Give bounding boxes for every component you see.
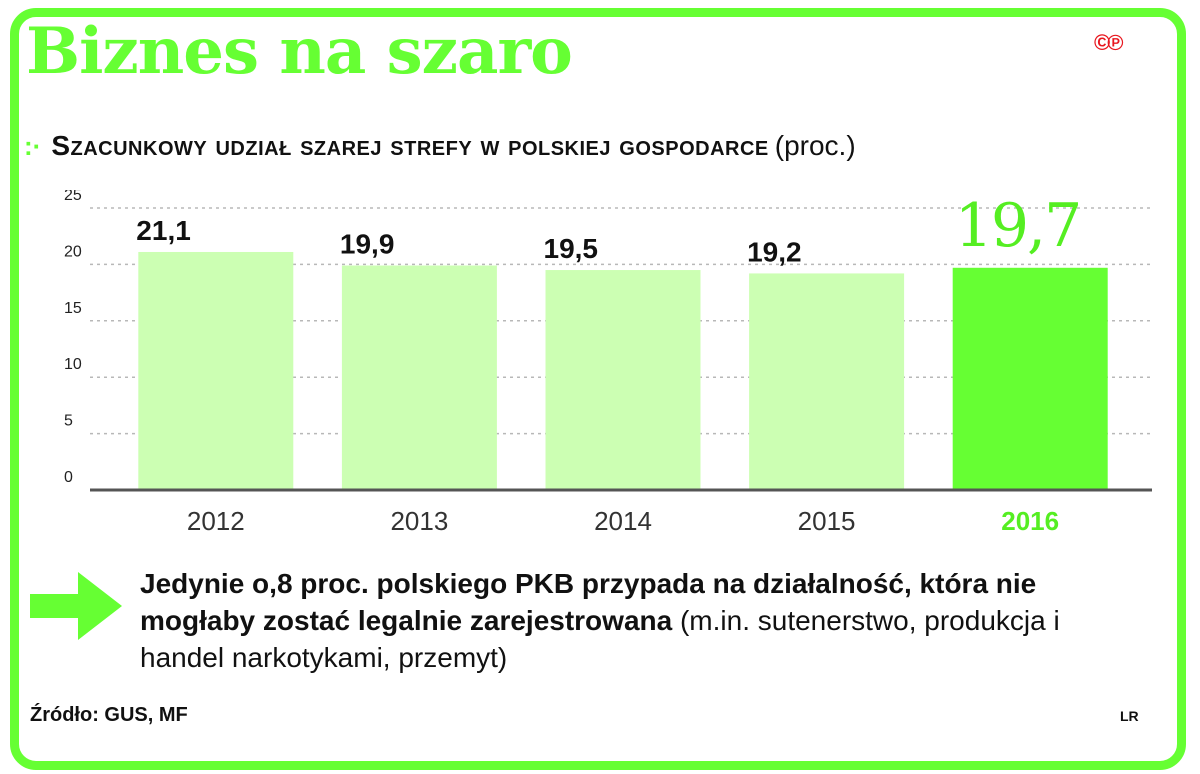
bullet-icon: :· — [24, 131, 42, 161]
data-label: 19,2 — [747, 236, 802, 267]
x-tick-label: 2016 — [1001, 506, 1059, 536]
bar — [341, 265, 497, 490]
bar — [545, 270, 701, 490]
subtitle-unit: (proc.) — [774, 130, 856, 161]
subtitle-main: Szacunkowy udział szarej strefy w polski… — [51, 130, 769, 161]
footnote-detail: (m.in. sutenerstwo, produkcja i handel n… — [140, 605, 1060, 673]
data-label: 19,5 — [544, 233, 599, 264]
chart-subtitle: :· Szacunkowy udział szarej strefy w pols… — [24, 130, 856, 162]
x-tick-label: 2012 — [187, 506, 245, 536]
bar — [952, 267, 1108, 490]
y-tick-label: 20 — [64, 243, 82, 260]
bar-chart: 0 5 10 15 20 25 21,1 2012 19,9 2013 19,5 2014 19,2 20… — [64, 190, 1152, 536]
y-tick-label: 10 — [64, 356, 82, 373]
footnote: Jedynie o,8 proc. polskiego PKB przypada… — [140, 565, 1150, 676]
y-tick-label: 15 — [64, 300, 82, 317]
footnote-bold: Jedynie o,8 proc. polskiego PKB przypada… — [140, 568, 1037, 636]
x-tick-label: 2013 — [390, 506, 448, 536]
bar — [138, 251, 294, 490]
author-initials: LR — [1120, 708, 1139, 724]
x-tick-label: 2014 — [594, 506, 652, 536]
bar — [749, 273, 905, 490]
arrow-right-icon — [30, 572, 122, 640]
page-title: Biznes na szaro — [26, 14, 573, 89]
data-label: 21,1 — [136, 215, 191, 246]
source-label: Źródło: GUS, MF — [30, 704, 188, 726]
x-tick-label: 2015 — [798, 506, 856, 536]
y-tick-label: 0 — [64, 469, 73, 486]
data-label: 19,9 — [340, 229, 395, 260]
y-tick-label: 25 — [64, 190, 82, 204]
y-tick-label: 5 — [64, 413, 73, 430]
logo-icon: ©℗ — [1094, 30, 1123, 55]
data-label: 19,7 — [955, 191, 1081, 261]
